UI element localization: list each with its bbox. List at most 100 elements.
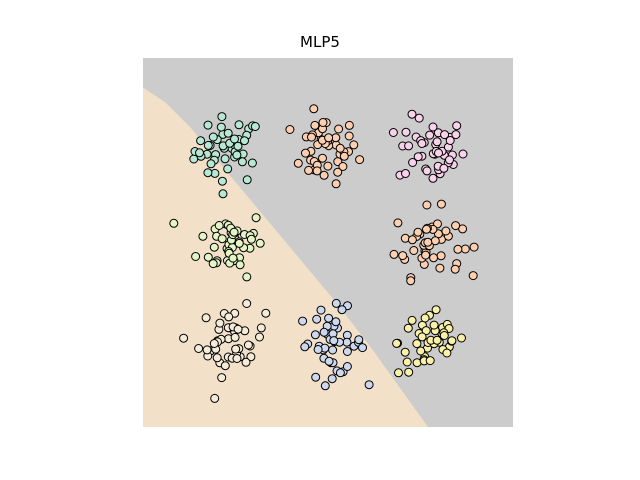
cluster-top-left-point [233,141,243,151]
cluster-top-right-point [440,130,450,140]
cluster-middle-right-point [436,251,446,261]
cluster-top-right-point [407,109,417,119]
cluster-middle-left-point [251,213,261,223]
cluster-top-right-point [439,163,449,173]
cluster-bottom-right-point [421,326,431,336]
cluster-bottom-right-point [442,348,452,358]
cluster-middle-left-point [208,259,218,269]
cluster-bottom-middle-point [316,305,326,315]
cluster-bottom-right-point [412,339,422,349]
cluster-bottom-left-point [220,361,230,371]
cluster-bottom-left-point [241,357,251,367]
cluster-top-middle-point [333,167,343,177]
cluster-top-middle-point [319,170,329,180]
cluster-middle-right-point [450,264,460,274]
cluster-middle-right-point [398,251,408,261]
cluster-top-middle-point [304,165,314,175]
cluster-top-left-point [217,176,227,186]
cluster-bottom-left-point [230,332,240,342]
cluster-bottom-right-point [431,305,441,315]
cluster-bottom-middle-point [298,316,308,326]
cluster-bottom-right-point [392,338,402,348]
cluster-bottom-left-point [217,373,227,383]
cluster-top-middle-point [285,125,295,134]
cluster-middle-right-point [451,221,461,231]
cluster-top-right-point [401,169,410,178]
cluster-middle-right-point [413,227,423,237]
cluster-bottom-middle-point [311,372,321,382]
cluster-top-middle-point [355,155,365,165]
cluster-middle-right-point [409,246,419,255]
cluster-top-middle-point [318,153,327,163]
cluster-top-left-point [203,120,213,130]
cluster-bottom-right-point [447,336,457,346]
cluster-top-right-point [445,136,455,145]
cluster-top-right-point [422,166,432,176]
cluster-middle-left-point [246,234,256,244]
cluster-top-middle-point [344,131,354,141]
cluster-middle-right-point [389,249,399,259]
cluster-bottom-right-point [420,313,430,323]
cluster-bottom-right-point [400,347,410,357]
cluster-middle-right-point [468,271,478,281]
cluster-top-left-point [217,112,227,122]
chart-title: MLP5 [300,33,340,51]
cluster-bottom-middle-point [335,368,345,378]
cluster-bottom-middle-point [337,305,347,315]
cluster-top-left-point [232,150,242,160]
cluster-bottom-left-point [194,344,204,353]
cluster-bottom-right-point [439,331,449,340]
cluster-top-left-point [230,134,239,144]
cluster-top-right-point [445,155,454,165]
cluster-top-middle-point [338,162,348,171]
cluster-top-right-point [458,149,468,159]
cluster-bottom-left-point [202,345,212,355]
cluster-bottom-right-point [416,346,426,356]
cluster-top-left-point [234,120,244,130]
cluster-middle-left-point [234,238,244,248]
cluster-bottom-middle-point [329,336,339,346]
cluster-middle-right-point [423,237,433,247]
cluster-middle-left-point [242,272,252,282]
cluster-top-middle-point [324,133,334,143]
cluster-top-middle-point [334,124,344,134]
cluster-bottom-middle-point [354,335,364,345]
cluster-top-left-point [242,175,252,185]
cluster-bottom-middle-point [310,330,320,340]
cluster-top-left-point [206,159,216,169]
cluster-bottom-middle-point [327,374,337,384]
cluster-middle-left-point [255,238,265,248]
cluster-top-middle-point [335,143,345,153]
cluster-top-middle-point [309,104,319,114]
cluster-middle-left-point [217,234,227,244]
cluster-middle-right-point [393,218,403,228]
cluster-bottom-left-point [231,344,241,354]
cluster-middle-left-point [235,260,245,270]
cluster-bottom-middle-point [342,362,352,371]
cluster-bottom-middle-point [328,345,338,355]
cluster-middle-right-point [422,224,431,234]
cluster-top-middle-point [293,158,303,168]
cluster-bottom-middle-point [364,380,374,390]
cluster-middle-right-point [460,244,470,254]
cluster-top-left-point [216,122,226,132]
cluster-top-right-point [451,130,461,140]
cluster-middle-right-point [469,242,479,252]
cluster-bottom-middle-point [324,356,334,366]
cluster-middle-right-point [406,276,416,286]
cluster-bottom-right-point [417,332,427,342]
cluster-middle-right-point [407,235,417,245]
cluster-bottom-middle-point [331,317,341,327]
cluster-top-left-point [223,128,233,138]
cluster-top-left-point [240,136,249,146]
cluster-top-right-point [413,152,423,162]
cluster-middle-right-point [435,263,445,273]
cluster-bottom-left-point [255,332,264,342]
cluster-bottom-right-point [432,335,442,345]
cluster-top-right-point [432,137,442,147]
cluster-bottom-right-point [402,357,412,367]
cluster-top-middle-point [323,161,333,171]
cluster-top-middle-point [301,148,310,158]
cluster-top-left-point [196,136,206,146]
